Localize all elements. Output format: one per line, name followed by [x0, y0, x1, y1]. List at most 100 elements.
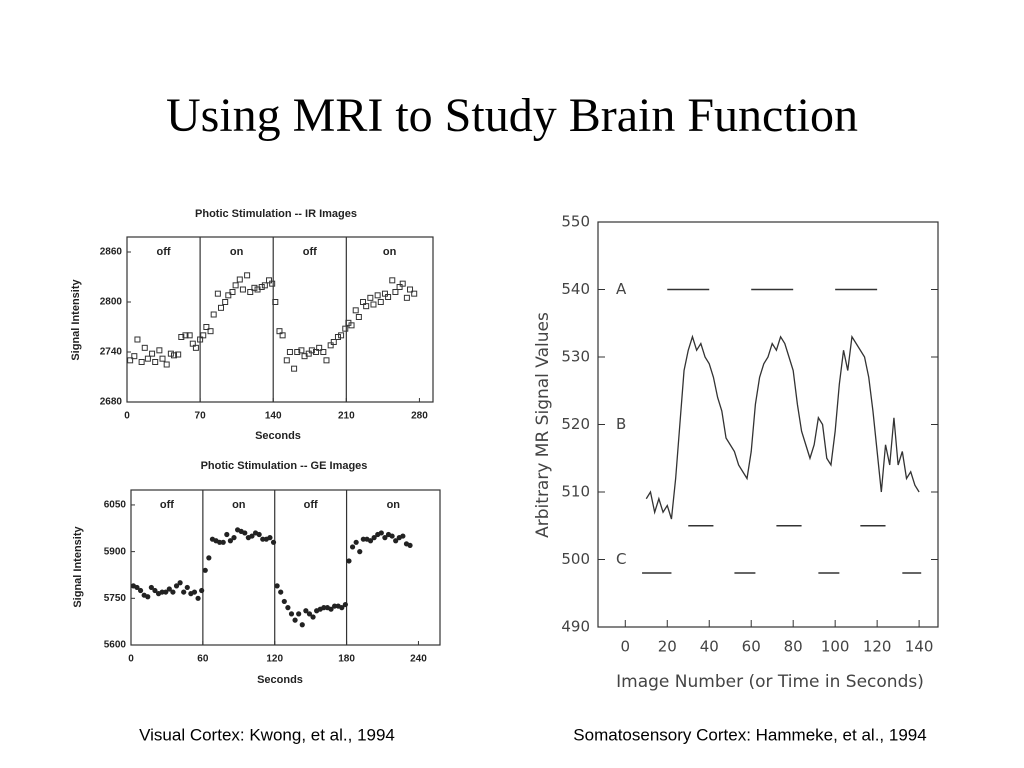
- data-point: [191, 589, 198, 595]
- data-point: [296, 611, 302, 617]
- y-tick-label: 520: [561, 415, 590, 433]
- annotation: C: [616, 550, 626, 568]
- data-point: [156, 347, 163, 354]
- data-point: [285, 605, 291, 611]
- data-point: [127, 357, 134, 364]
- y-tick-label: 2860: [100, 247, 123, 258]
- data-point: [389, 277, 396, 284]
- data-point: [163, 589, 169, 595]
- data-point: [403, 294, 410, 301]
- data-point: [272, 299, 279, 305]
- data-point: [225, 292, 232, 299]
- data-point: [357, 549, 363, 555]
- data-point: [159, 589, 165, 595]
- data-point: [316, 344, 323, 351]
- data-point: [308, 347, 315, 354]
- y-tick-label: 500: [561, 550, 590, 568]
- x-tick-label: 280: [411, 411, 428, 422]
- data-point: [371, 535, 377, 541]
- data-point: [299, 622, 305, 628]
- data-point: [203, 324, 210, 330]
- x-axis-label: Image Number (or Time in Seconds): [616, 672, 924, 692]
- y-tick-label: 2680: [100, 397, 123, 408]
- x-tick-label: 120: [266, 654, 283, 665]
- annotation: A: [616, 280, 627, 298]
- data-point: [170, 352, 177, 359]
- data-point: [303, 608, 309, 614]
- data-point: [378, 530, 384, 536]
- x-tick-label: 0: [621, 638, 631, 656]
- data-point: [274, 583, 280, 589]
- caption: Visual Cortex: Kwong, et al., 1994: [139, 725, 395, 744]
- data-point: [306, 611, 313, 617]
- data-point: [310, 614, 316, 620]
- data-point: [393, 538, 399, 544]
- data-point: [173, 583, 180, 589]
- x-tick-label: 0: [128, 654, 134, 665]
- data-point: [382, 535, 388, 541]
- data-point: [182, 332, 189, 339]
- y-axis-label: Signal Intensity: [72, 525, 84, 607]
- data-point: [152, 359, 159, 365]
- data-point: [260, 536, 266, 542]
- data-point: [181, 589, 187, 595]
- data-point: [227, 538, 234, 544]
- data-point: [131, 353, 138, 360]
- data-point: [170, 589, 176, 595]
- data-point: [175, 351, 182, 358]
- phase-label: on: [383, 246, 397, 258]
- y-axis-label: Arbitrary MR Signal Values: [533, 312, 553, 538]
- data-point: [217, 304, 224, 311]
- data-point: [342, 601, 348, 608]
- y-tick-label: 2740: [100, 347, 123, 358]
- data-point: [251, 284, 258, 291]
- data-point: [407, 542, 413, 549]
- data-point: [291, 365, 298, 372]
- data-point: [342, 325, 349, 332]
- phase-label: off: [160, 499, 174, 511]
- chart-title: Photic Stimulation -- IR Images: [195, 208, 357, 220]
- data-point: [236, 276, 243, 283]
- data-point: [292, 617, 298, 623]
- data-point: [279, 332, 286, 339]
- data-point: [214, 290, 221, 297]
- data-point: [286, 349, 293, 355]
- data-point: [197, 336, 204, 343]
- data-point: [346, 558, 352, 564]
- data-point: [222, 299, 229, 305]
- data-point: [374, 292, 381, 299]
- data-point: [207, 328, 214, 335]
- data-point: [189, 340, 196, 347]
- data-point: [367, 294, 374, 301]
- data-point: [217, 539, 223, 545]
- x-tick-label: 240: [410, 654, 427, 665]
- x-tick-label: 60: [742, 638, 761, 656]
- data-point: [281, 598, 287, 605]
- data-point: [141, 344, 148, 351]
- data-point: [352, 307, 359, 314]
- chart-title: Photic Stimulation -- GE Images: [201, 460, 368, 472]
- data-point: [327, 342, 334, 349]
- data-point: [166, 586, 172, 592]
- plot-frame: [126, 236, 434, 403]
- data-point: [298, 347, 305, 354]
- data-point: [392, 289, 399, 295]
- data-point: [407, 286, 414, 293]
- data-point: [186, 332, 193, 339]
- phase-label: off: [157, 246, 171, 258]
- x-axis-label: Seconds: [255, 430, 301, 442]
- data-point: [363, 303, 370, 310]
- data-point: [256, 531, 262, 538]
- phase-label: on: [387, 499, 401, 511]
- data-point: [224, 531, 230, 538]
- data-point: [242, 530, 248, 536]
- data-point: [360, 299, 367, 305]
- slide-title: Using MRI to Study Brain Function: [166, 89, 858, 142]
- data-point: [349, 544, 356, 550]
- data-point: [163, 361, 170, 368]
- y-axis-label: Signal Intensity: [70, 278, 82, 360]
- data-point: [355, 314, 362, 320]
- data-point: [353, 539, 359, 545]
- y-tick-label: 490: [561, 618, 590, 636]
- y-tick-label: 5600: [104, 640, 127, 651]
